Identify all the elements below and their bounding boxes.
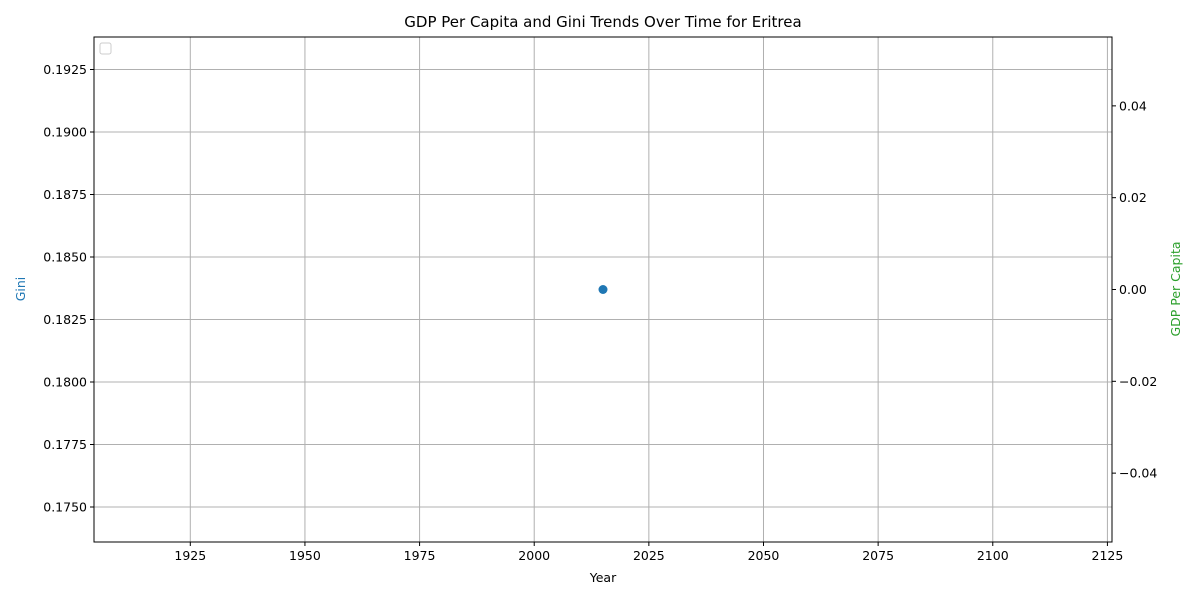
x-tick-label: 1975 (404, 548, 436, 563)
y-left-tick-label: 0.1850 (43, 250, 87, 265)
y-right-tick-label: 0.00 (1119, 282, 1147, 297)
x-tick-label: 2100 (977, 548, 1009, 563)
y-left-tick-label: 0.1775 (43, 437, 87, 452)
x-tick-label: 2025 (633, 548, 665, 563)
grid (94, 37, 1112, 542)
y-axis-title-right: GDP Per Capita (1168, 241, 1183, 336)
y-right-tick-label: −0.02 (1119, 374, 1157, 389)
x-tick-label: 1925 (174, 548, 206, 563)
y-left-tick-label: 0.1800 (43, 375, 87, 390)
x-tick-label: 2000 (518, 548, 550, 563)
y-right-tick-label: 0.04 (1119, 98, 1147, 113)
y-axis-title-left: Gini (13, 277, 28, 302)
x-tick-label: 2125 (1092, 548, 1124, 563)
y-left-tick-label: 0.1750 (43, 500, 87, 515)
y-left-tick-label: 0.1900 (43, 125, 87, 140)
legend-box (99, 42, 112, 55)
plot-frame (93, 36, 1113, 543)
data-point (598, 285, 608, 294)
y-left-tick-label: 0.1825 (43, 312, 87, 327)
y-right-tick-label: 0.02 (1119, 190, 1147, 205)
x-tick-label: 2075 (862, 548, 894, 563)
ticks: 1925 1950 1975 2000 2025 2050 2075 2100 2125 0.17… (43, 62, 1157, 563)
data-marks (598, 285, 608, 294)
chart-title: GDP Per Capita and Gini Trends Over Time… (404, 13, 801, 31)
y-left-tick-label: 0.1925 (43, 62, 87, 77)
x-axis-title: Year (589, 570, 617, 585)
x-tick-label: 2050 (748, 548, 780, 563)
x-tick-label: 1950 (289, 548, 321, 563)
y-right-tick-label: −0.04 (1119, 466, 1157, 481)
y-left-tick-label: 0.1875 (43, 187, 87, 202)
